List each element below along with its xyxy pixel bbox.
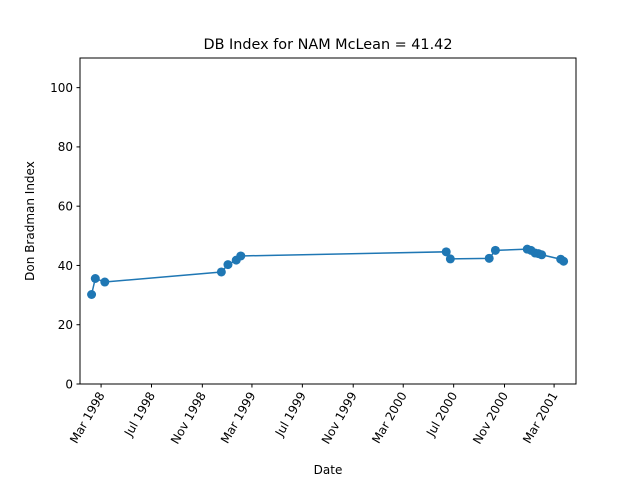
y-tick-label: 100 [50,81,73,95]
chart-title: DB Index for NAM McLean = 41.42 [204,37,453,53]
y-axis: 0 20 40 60 80 100 [50,81,80,391]
x-tick-label: Mar 1999 [218,390,259,446]
y-tick-label: 20 [58,318,73,332]
y-tick-label: 0 [65,377,73,391]
x-tick-label: Mar 1998 [67,390,108,446]
x-tick-label: Jul 1999 [272,390,309,440]
data-point [445,254,455,264]
y-tick-label: 60 [58,199,73,213]
x-axis-label: Date [314,463,343,477]
data-point [559,256,569,266]
x-tick-label: Mar 2001 [520,390,561,446]
x-tick-label: Jul 2000 [423,390,460,440]
y-axis-label: Don Bradman Index [23,161,37,281]
data-point [484,253,494,263]
x-axis: Mar 1998 Jul 1998 Nov 1998 Mar 1999 Jul 1999… [67,384,561,447]
data-point [236,251,246,261]
data-point [216,267,226,277]
y-tick-label: 80 [58,140,73,154]
y-tick-label: 40 [58,259,73,273]
data-point [90,273,100,283]
x-tick-label: Nov 1998 [168,390,209,447]
data-point [100,277,110,287]
data-point [223,260,233,270]
x-tick-label: Nov 1999 [319,390,360,447]
x-tick-label: Mar 2000 [369,390,410,446]
x-tick-label: Jul 1998 [121,390,158,440]
x-tick-label: Nov 2000 [470,390,511,447]
data-point [537,250,547,260]
data-point [87,289,97,299]
plot-area-frame [79,57,577,385]
series-layer [87,244,569,299]
data-point [490,245,500,255]
data-point [441,247,451,257]
